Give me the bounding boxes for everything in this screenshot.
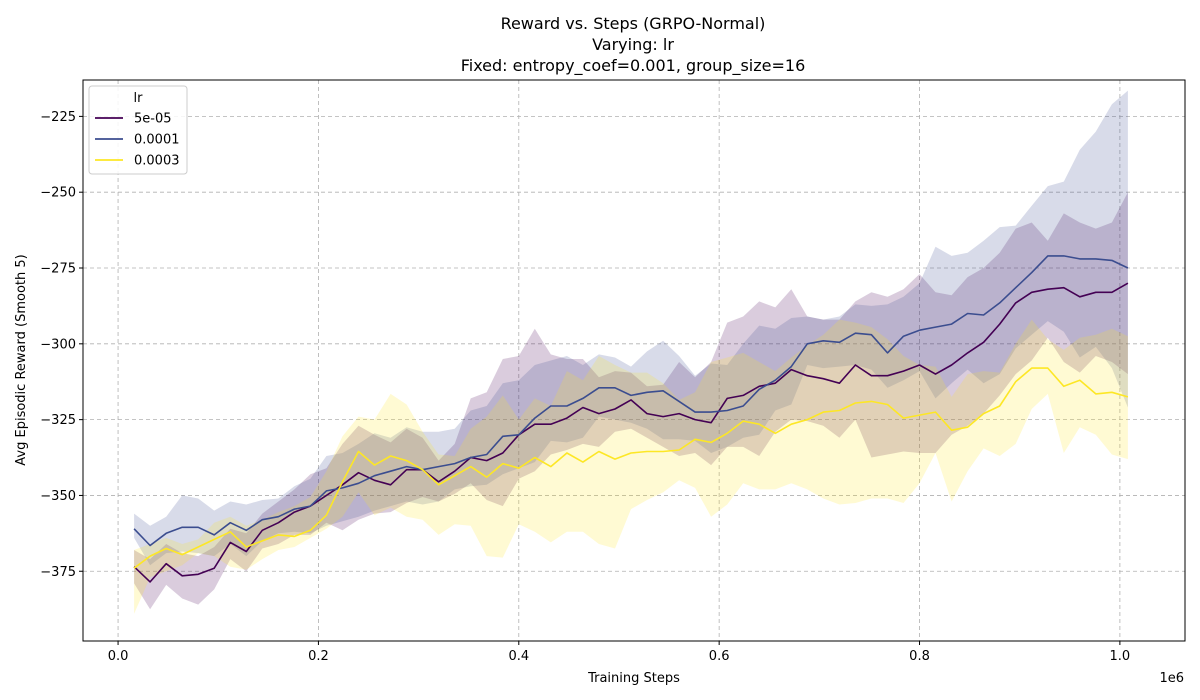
x-tick-label: 0.8: [909, 649, 930, 664]
x-tick-label: 0.0: [108, 649, 129, 664]
series-lines: [133, 255, 1129, 583]
y-tick-label: −225: [40, 110, 76, 125]
x-tick-label: 0.2: [308, 649, 329, 664]
y-tick-label: −250: [40, 186, 76, 201]
y-tick-label: −375: [40, 565, 76, 580]
x-axis-offset-label: 1e6: [1159, 671, 1184, 686]
x-tick-label: 1.0: [1110, 649, 1131, 664]
grid: [83, 80, 1185, 641]
x-tick-label: 0.6: [709, 649, 730, 664]
chart-title-line-1: Reward vs. Steps (GRPO-Normal): [501, 14, 766, 33]
y-tick-label: −325: [40, 413, 76, 428]
y-axis-label: Avg Episodic Reward (Smooth 5): [14, 254, 29, 465]
chart-title-line-2: Varying: lr: [592, 35, 674, 54]
band-series-1: [134, 90, 1128, 566]
band-series-2: [134, 319, 1128, 614]
line-series-0: [133, 282, 1129, 583]
line-series-1: [133, 255, 1129, 547]
y-tick-label: −350: [40, 489, 76, 504]
x-axis-label: Training Steps: [587, 671, 680, 686]
chart-title-line-3: Fixed: entropy_coef=0.001, group_size=16: [461, 56, 806, 76]
legend-label-1: 0.0001: [134, 133, 180, 148]
axis-ticks: 0.0 0.2 0.4 0.6 0.8 1.0 −375 −350 −325 −300 −275 −2…: [40, 110, 1130, 664]
legend-label-2: 0.0003: [134, 154, 180, 169]
legend: lr 5e-05 0.0001 0.0003: [88, 85, 188, 175]
legend-box: [88, 85, 188, 175]
y-tick-label: −300: [40, 337, 76, 352]
line-series-2: [133, 367, 1129, 569]
plot-frame: [82, 79, 1186, 642]
legend-label-0: 5e-05: [134, 112, 172, 127]
y-tick-label: −275: [40, 262, 76, 277]
legend-title: lr: [134, 91, 144, 106]
x-tick-label: 0.4: [508, 649, 529, 664]
